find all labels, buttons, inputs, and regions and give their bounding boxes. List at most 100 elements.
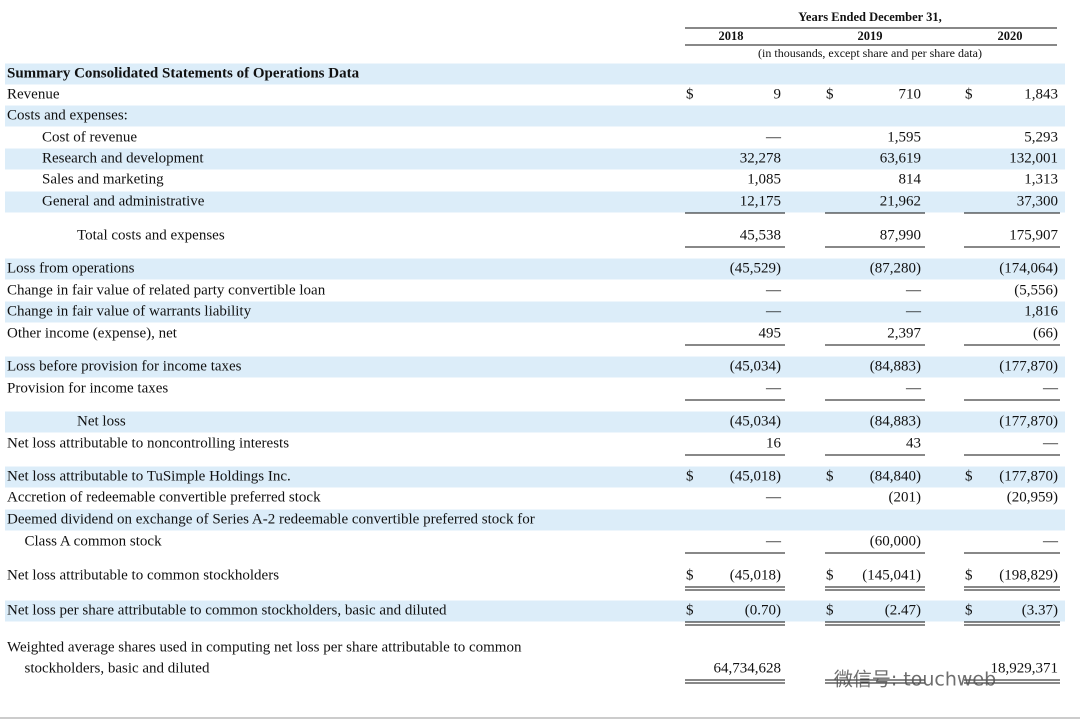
cell-value: (66) <box>1033 325 1058 341</box>
row-shade <box>5 466 1065 488</box>
currency-sign: $ <box>686 86 694 102</box>
cell-value: — <box>765 489 782 505</box>
currency-sign: $ <box>826 567 834 583</box>
row-shade <box>5 148 1065 170</box>
watermark: 微信号: touchweb <box>834 669 996 691</box>
row-shade <box>5 63 1065 85</box>
row-label: Accretion of redeemable convertible pref… <box>7 489 321 505</box>
cell-value: — <box>905 282 922 298</box>
cell-value: (177,870) <box>999 468 1058 484</box>
cell-value: 5,293 <box>1024 129 1058 145</box>
cell-value: 1,085 <box>747 171 781 187</box>
cell-value: 18,929,371 <box>991 660 1059 676</box>
currency-sign: $ <box>965 86 973 102</box>
cell-value: (45,018) <box>730 567 781 583</box>
cell-value: (87,280) <box>870 260 921 276</box>
cell-value: 495 <box>759 325 782 341</box>
cell-value: 87,990 <box>880 227 921 243</box>
cell-value: 12,175 <box>740 193 781 209</box>
currency-sign: $ <box>965 567 973 583</box>
row-shade <box>5 356 1065 378</box>
row-shade <box>5 301 1065 323</box>
cell-value: (20,959) <box>1007 489 1058 505</box>
cell-value: (174,064) <box>999 260 1058 276</box>
cell-value: 32,278 <box>740 150 781 166</box>
table-body: Summary Consolidated Statements of Opera… <box>7 65 1060 684</box>
currency-sign: $ <box>686 602 694 618</box>
row-label: Net loss attributable to noncontrolling … <box>7 435 289 451</box>
cell-value: (45,529) <box>730 260 781 276</box>
cell-value: 1,313 <box>1024 171 1058 187</box>
row-label: Net loss attributable to TuSimple Holdin… <box>7 468 291 484</box>
cell-value: (84,840) <box>870 468 921 484</box>
row-label: Weighted average shares used in computin… <box>7 639 522 655</box>
row-label: stockholders, basic and diluted <box>25 660 210 676</box>
cell-value: (5,556) <box>1014 282 1058 298</box>
cell-value: (198,829) <box>999 567 1058 583</box>
cell-value: (2.47) <box>885 602 921 618</box>
row-shade <box>5 509 1065 531</box>
cell-value: (45,034) <box>730 358 781 374</box>
currency-sign: $ <box>826 86 834 102</box>
cell-value: — <box>1042 533 1059 549</box>
cell-value: (60,000) <box>870 533 921 549</box>
cell-value: 710 <box>899 86 922 102</box>
cell-value: 814 <box>899 171 922 187</box>
cell-value: 16 <box>766 435 782 451</box>
cell-value: 2,397 <box>887 325 921 341</box>
row-label: General and administrative <box>42 193 205 209</box>
cell-value: 37,300 <box>1017 193 1058 209</box>
cell-value: (177,870) <box>999 413 1058 429</box>
cell-value: — <box>905 303 922 319</box>
year-label: 2019 <box>858 29 883 43</box>
row-label: Sales and marketing <box>42 171 164 187</box>
cell-value: — <box>765 380 782 396</box>
header-title: Years Ended December 31, <box>798 10 942 24</box>
row-label: Provision for income taxes <box>7 380 168 396</box>
row-label: Research and development <box>42 150 204 166</box>
currency-sign: $ <box>826 468 834 484</box>
cell-value: — <box>765 533 782 549</box>
row-backgrounds <box>5 63 1065 622</box>
cell-value: — <box>905 380 922 396</box>
cell-value: (145,041) <box>862 567 921 583</box>
row-shade <box>5 600 1065 622</box>
cell-value: (201) <box>889 489 922 505</box>
row-label: Summary Consolidated Statements of Opera… <box>7 65 360 81</box>
year-label: 2018 <box>719 29 744 43</box>
cell-value: (45,034) <box>730 413 781 429</box>
cell-value: 9 <box>774 86 782 102</box>
cell-value: (84,883) <box>870 413 921 429</box>
cell-value: (177,870) <box>999 358 1058 374</box>
row-label: Net loss <box>77 413 126 429</box>
cell-value: — <box>1042 380 1059 396</box>
row-label: Loss from operations <box>7 260 135 276</box>
currency-sign: $ <box>686 567 694 583</box>
row-label: Total costs and expenses <box>77 227 225 243</box>
currency-sign: $ <box>686 468 694 484</box>
row-label: Costs and expenses: <box>7 107 128 123</box>
row-label: Change in fair value of related party co… <box>7 282 326 298</box>
row-label: Class A common stock <box>25 533 163 549</box>
row-label: Net loss attributable to common stockhol… <box>7 567 279 583</box>
row-shade <box>5 411 1065 433</box>
cell-value: 21,962 <box>880 193 921 209</box>
cell-value: 132,001 <box>1009 150 1058 166</box>
year-label: 2020 <box>998 29 1023 43</box>
cell-value: 1,843 <box>1024 86 1058 102</box>
row-shade <box>5 105 1065 127</box>
row-shade <box>5 191 1065 213</box>
row-label: Net loss per share attributable to commo… <box>7 602 447 618</box>
cell-value: 1,816 <box>1024 303 1058 319</box>
row-label: Revenue <box>7 86 60 102</box>
cell-value: 175,907 <box>1009 227 1058 243</box>
row-label: Change in fair value of warrants liabili… <box>7 303 252 319</box>
row-label: Loss before provision for income taxes <box>7 358 242 374</box>
cell-value: 1,595 <box>887 129 921 145</box>
row-label: Cost of revenue <box>42 129 137 145</box>
cell-value: 64,734,628 <box>714 660 782 676</box>
cell-value: (84,883) <box>870 358 921 374</box>
cell-value: — <box>765 303 782 319</box>
currency-sign: $ <box>826 602 834 618</box>
